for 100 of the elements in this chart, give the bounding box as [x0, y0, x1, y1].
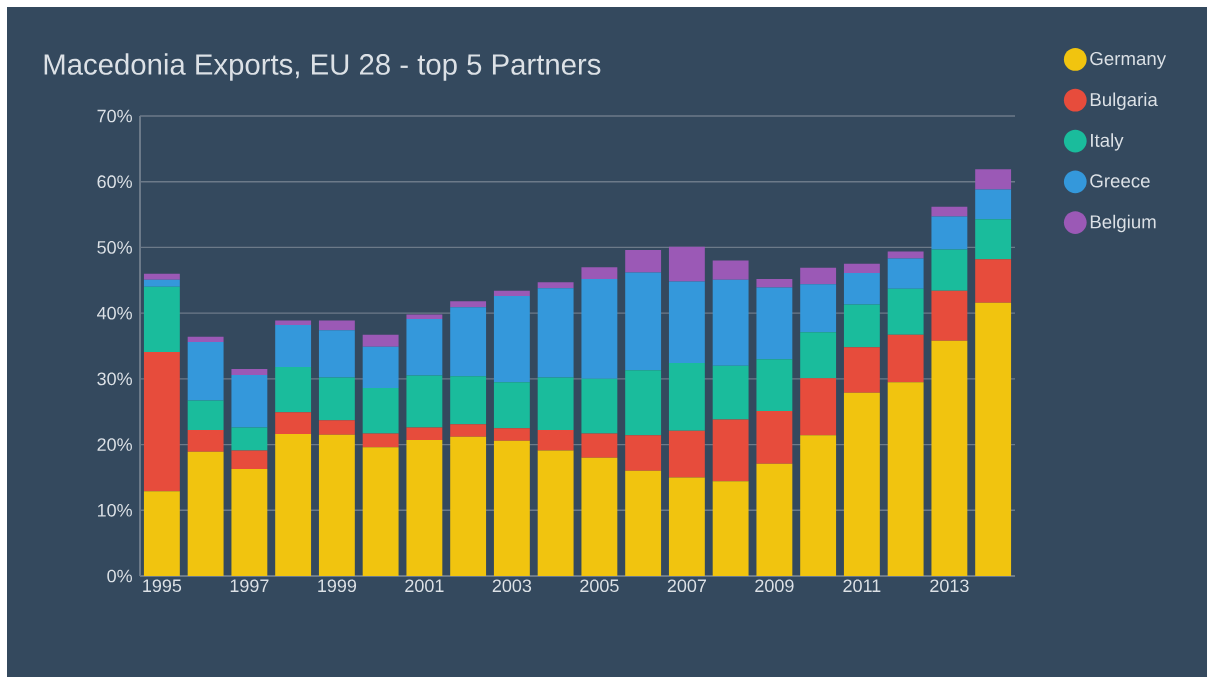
bar [406, 439, 443, 576]
bar [843, 263, 880, 274]
bar [450, 301, 487, 308]
bar [931, 216, 968, 250]
bar [843, 392, 880, 576]
bar [231, 468, 268, 576]
y-tick-label: 0% [107, 569, 132, 583]
bar [668, 363, 705, 431]
bar [975, 189, 1012, 220]
bar [887, 251, 924, 259]
x-tick-label: 1999 [318, 579, 357, 593]
bar [362, 447, 399, 576]
bar [800, 284, 837, 333]
bar [887, 334, 924, 383]
bar [406, 427, 443, 440]
bar [975, 259, 1012, 303]
bar [362, 346, 399, 389]
bar [712, 260, 749, 280]
bar [887, 288, 924, 335]
bar [800, 435, 837, 576]
bar [800, 378, 837, 436]
bar [143, 351, 180, 492]
bar [406, 375, 443, 428]
bar [275, 320, 312, 325]
x-tick-label: 2007 [667, 579, 706, 593]
bar [493, 440, 530, 576]
bar [187, 342, 224, 401]
legend-label: Italy [1091, 133, 1124, 151]
chart-title: Macedonia Exports, EU 28 - top 5 Partners [44, 53, 601, 81]
bar [668, 477, 705, 576]
bar [756, 287, 793, 360]
bar [843, 273, 880, 305]
bar [975, 219, 1012, 260]
bar [318, 320, 355, 331]
bar [843, 347, 880, 393]
bar [668, 430, 705, 478]
bar [318, 434, 355, 576]
x-tick-label: 2013 [930, 579, 969, 593]
bar [275, 434, 312, 576]
bar [581, 267, 618, 279]
bar [800, 267, 837, 285]
bar [887, 382, 924, 576]
bar [275, 367, 312, 413]
bar [231, 450, 268, 469]
bar [406, 319, 443, 376]
bar [493, 428, 530, 441]
bar [625, 370, 662, 436]
bar [318, 330, 355, 378]
legend-label: Bulgaria [1090, 92, 1158, 110]
legend-label: Greece [1090, 174, 1150, 188]
bar [537, 282, 574, 289]
y-tick-label: 60% [97, 175, 132, 189]
bar [931, 249, 968, 291]
bar [231, 369, 268, 375]
x-tick-label: 2003 [492, 579, 532, 593]
bar [931, 340, 968, 576]
bar [450, 376, 487, 425]
bar [493, 296, 530, 383]
y-tick-label: 30% [97, 372, 132, 386]
x-tick-label: 2005 [580, 579, 619, 593]
bar [712, 279, 749, 366]
bar [318, 420, 355, 435]
bar [581, 278, 618, 379]
bar [712, 365, 749, 420]
bar [625, 470, 662, 576]
bar [668, 281, 705, 364]
bar [887, 258, 924, 289]
y-tick-label: 50% [97, 241, 132, 254]
bar [493, 382, 530, 429]
bar [756, 359, 793, 412]
bar [537, 288, 574, 378]
y-tick-label: 40% [97, 306, 132, 320]
bar [143, 286, 180, 352]
bar [187, 336, 224, 343]
bar [712, 419, 749, 482]
legend-label: Germany [1090, 51, 1167, 69]
x-tick-label: 2001 [405, 579, 444, 593]
bar [187, 430, 224, 452]
x-tick-label: 2009 [755, 579, 794, 593]
bar [581, 378, 618, 434]
bar [450, 307, 487, 377]
bar [712, 481, 749, 576]
bar [581, 457, 618, 576]
y-tick-label: 70% [97, 109, 132, 123]
bar [625, 250, 662, 273]
bar [493, 290, 530, 297]
bar [143, 273, 180, 280]
bar [362, 433, 399, 448]
bar [231, 427, 268, 451]
bar [668, 246, 705, 282]
x-tick-label: 1995 [143, 579, 182, 593]
bar [581, 433, 618, 458]
bar [362, 334, 399, 347]
y-tick-label: 20% [97, 438, 132, 451]
x-tick-label: 1997 [230, 579, 269, 593]
bar [975, 169, 1012, 190]
y-tick-label: 10% [97, 503, 132, 517]
bar [231, 374, 268, 428]
bar [318, 377, 355, 421]
bar [625, 272, 662, 371]
